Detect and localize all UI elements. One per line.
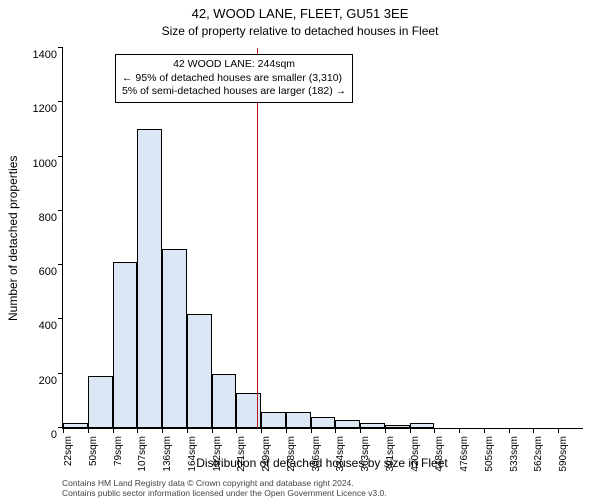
x-tick-mark — [360, 428, 361, 433]
histogram-bar — [113, 262, 138, 428]
x-tick-mark — [434, 428, 435, 433]
x-tick-mark — [113, 428, 114, 433]
y-tick-label: 1000 — [17, 158, 63, 170]
annotation-line-2: ← 95% of detached houses are smaller (3,… — [122, 72, 346, 86]
x-axis-label: Distribution of detached houses by size … — [62, 456, 582, 470]
x-tick-mark — [410, 428, 411, 433]
histogram-bar — [88, 376, 113, 428]
footer-line-2: Contains public sector information licen… — [62, 488, 582, 498]
histogram-bar — [63, 423, 88, 428]
y-tick-mark — [58, 47, 63, 48]
y-tick-mark — [58, 373, 63, 374]
chart-title-main: 42, WOOD LANE, FLEET, GU51 3EE — [0, 6, 600, 21]
histogram-bar — [385, 425, 410, 428]
histogram-bar — [137, 129, 162, 428]
x-tick-mark — [63, 428, 64, 433]
chart-title-sub: Size of property relative to detached ho… — [0, 24, 600, 38]
histogram-bar — [335, 420, 360, 428]
annotation-line-3: 5% of semi-detached houses are larger (1… — [122, 85, 346, 99]
x-tick-mark — [236, 428, 237, 433]
footer-attribution: Contains HM Land Registry data © Crown c… — [62, 478, 582, 498]
annotation-line-1: 42 WOOD LANE: 244sqm — [122, 58, 346, 72]
x-tick-mark — [459, 428, 460, 433]
histogram-bar — [162, 249, 187, 428]
y-tick-mark — [58, 264, 63, 265]
x-tick-mark — [88, 428, 89, 433]
y-tick-label: 1200 — [17, 103, 63, 115]
x-tick-mark — [137, 428, 138, 433]
subject-marker-line — [257, 48, 259, 428]
x-tick-mark — [335, 428, 336, 433]
x-tick-mark — [311, 428, 312, 433]
histogram-bar — [286, 412, 311, 428]
y-tick-mark — [58, 318, 63, 319]
annotation-box: 42 WOOD LANE: 244sqm← 95% of detached ho… — [115, 54, 353, 103]
x-tick-mark — [558, 428, 559, 433]
x-tick-mark — [261, 428, 262, 433]
chart-container: 42, WOOD LANE, FLEET, GU51 3EE Size of p… — [0, 0, 600, 500]
histogram-bar — [212, 374, 237, 428]
y-tick-label: 400 — [17, 320, 63, 332]
x-tick-mark — [385, 428, 386, 433]
plot-area: 020040060080010001200140022sqm50sqm79sqm… — [62, 48, 583, 429]
y-tick-label: 600 — [17, 266, 63, 278]
y-tick-mark — [58, 101, 63, 102]
x-tick-mark — [533, 428, 534, 433]
y-tick-label: 200 — [17, 375, 63, 387]
y-tick-mark — [58, 156, 63, 157]
histogram-bar — [261, 412, 286, 428]
y-tick-label: 1400 — [17, 49, 63, 61]
x-tick-mark — [286, 428, 287, 433]
histogram-bar — [311, 417, 336, 428]
histogram-bar — [410, 423, 435, 428]
y-tick-mark — [58, 210, 63, 211]
y-tick-label: 800 — [17, 212, 63, 224]
y-tick-label: 0 — [17, 429, 63, 441]
histogram-bar — [187, 314, 212, 428]
x-tick-mark — [484, 428, 485, 433]
histogram-bar — [360, 423, 385, 428]
x-tick-mark — [162, 428, 163, 433]
footer-line-1: Contains HM Land Registry data © Crown c… — [62, 478, 582, 488]
x-tick-mark — [509, 428, 510, 433]
x-tick-mark — [212, 428, 213, 433]
x-tick-mark — [187, 428, 188, 433]
